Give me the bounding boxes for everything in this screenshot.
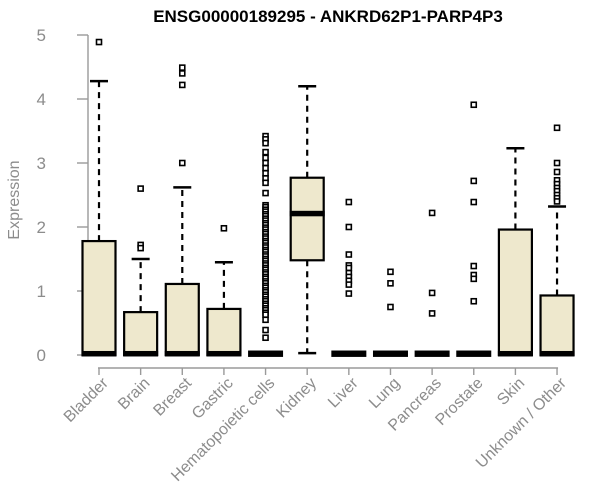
outlier-point	[262, 311, 269, 318]
outlier-point	[345, 290, 353, 297]
outlier-point	[178, 159, 186, 167]
boxplot-prostate	[456, 101, 492, 357]
outlier-point	[553, 159, 561, 167]
outlier-point	[178, 70, 186, 77]
outlier-point	[345, 198, 353, 206]
collapsed-box	[372, 350, 408, 357]
y-tick-label: 5	[37, 26, 46, 45]
boxplots-group	[81, 38, 575, 357]
outlier-point	[470, 101, 478, 109]
outlier-point	[262, 154, 269, 162]
boxplot-lung	[372, 268, 408, 357]
outlier-point	[470, 198, 478, 206]
outlier-point	[262, 334, 269, 342]
y-axis-label: Expression	[6, 160, 23, 239]
chart-title: ENSG00000189295 - ANKRD62P1-PARP4P3	[153, 7, 503, 26]
median-line	[164, 350, 200, 357]
outlier-point	[470, 275, 478, 283]
box	[81, 239, 117, 357]
box	[497, 228, 533, 357]
outlier-point	[262, 179, 269, 187]
outlier-point	[345, 223, 353, 231]
boxplot-bladder	[81, 38, 117, 357]
outlier-point	[470, 297, 478, 305]
median-line	[497, 350, 533, 357]
outlier-point	[428, 209, 436, 217]
median-line	[81, 350, 117, 357]
boxplot-unknown-other	[539, 124, 575, 357]
median-line	[123, 350, 159, 357]
box	[539, 294, 575, 357]
boxplot-gastric	[206, 224, 242, 357]
boxplot-liver	[331, 198, 367, 357]
outlier-point	[345, 251, 353, 258]
outlier-point	[262, 316, 269, 324]
outlier-point	[178, 64, 186, 71]
outlier-point	[428, 310, 436, 317]
outlier-point	[553, 124, 561, 132]
x-category-label: Skin	[494, 375, 528, 409]
y-tick-label: 2	[37, 218, 46, 237]
box	[289, 176, 325, 262]
collapsed-box	[331, 350, 367, 357]
outlier-point	[553, 168, 561, 176]
outlier-point	[178, 81, 186, 89]
outlier-point	[262, 189, 269, 197]
x-category-label: Liver	[325, 374, 362, 411]
boxplot-kidney	[289, 84, 325, 355]
outlier-point	[428, 289, 436, 297]
outlier-point	[95, 38, 103, 46]
outlier-point	[345, 281, 353, 288]
median-line	[289, 210, 325, 217]
outlier-point	[553, 198, 561, 205]
outlier-point	[470, 262, 478, 270]
x-category-label: Bladder	[61, 374, 112, 425]
outlier-point	[137, 185, 144, 192]
box	[164, 282, 200, 357]
outlier-point	[387, 280, 394, 287]
box	[123, 311, 159, 357]
boxplot-brain	[123, 185, 159, 357]
boxplot-skin	[497, 147, 533, 357]
collapsed-box	[414, 350, 450, 357]
median-line	[206, 350, 242, 357]
outlier-point	[262, 159, 269, 167]
outlier-point	[262, 164, 269, 172]
outlier-point	[262, 169, 269, 177]
boxplot-hematopoietic-cells	[248, 132, 284, 357]
x-category-label: Breast	[150, 374, 195, 419]
outlier-point	[220, 224, 228, 232]
outlier-point	[470, 177, 478, 185]
x-category-label: Kidney	[273, 375, 320, 422]
outlier-point	[137, 244, 144, 252]
outlier-point	[262, 326, 269, 334]
x-category-label: Brain	[115, 375, 153, 413]
collapsed-box	[248, 350, 284, 357]
outlier-point	[387, 303, 394, 311]
outlier-point	[387, 268, 394, 276]
collapsed-box	[456, 350, 492, 357]
y-tick-label: 0	[37, 346, 46, 365]
box	[206, 307, 242, 357]
median-line	[539, 350, 575, 357]
outlier-point	[262, 148, 269, 156]
y-tick-label: 4	[37, 90, 46, 109]
outlier-point	[262, 139, 269, 147]
boxplot-pancreas	[414, 209, 450, 357]
outlier-point	[345, 264, 353, 272]
x-category-label: Lung	[366, 375, 403, 412]
y-tick-label: 1	[37, 282, 46, 301]
boxplot-breast	[164, 64, 200, 357]
y-tick-label: 3	[37, 154, 46, 173]
